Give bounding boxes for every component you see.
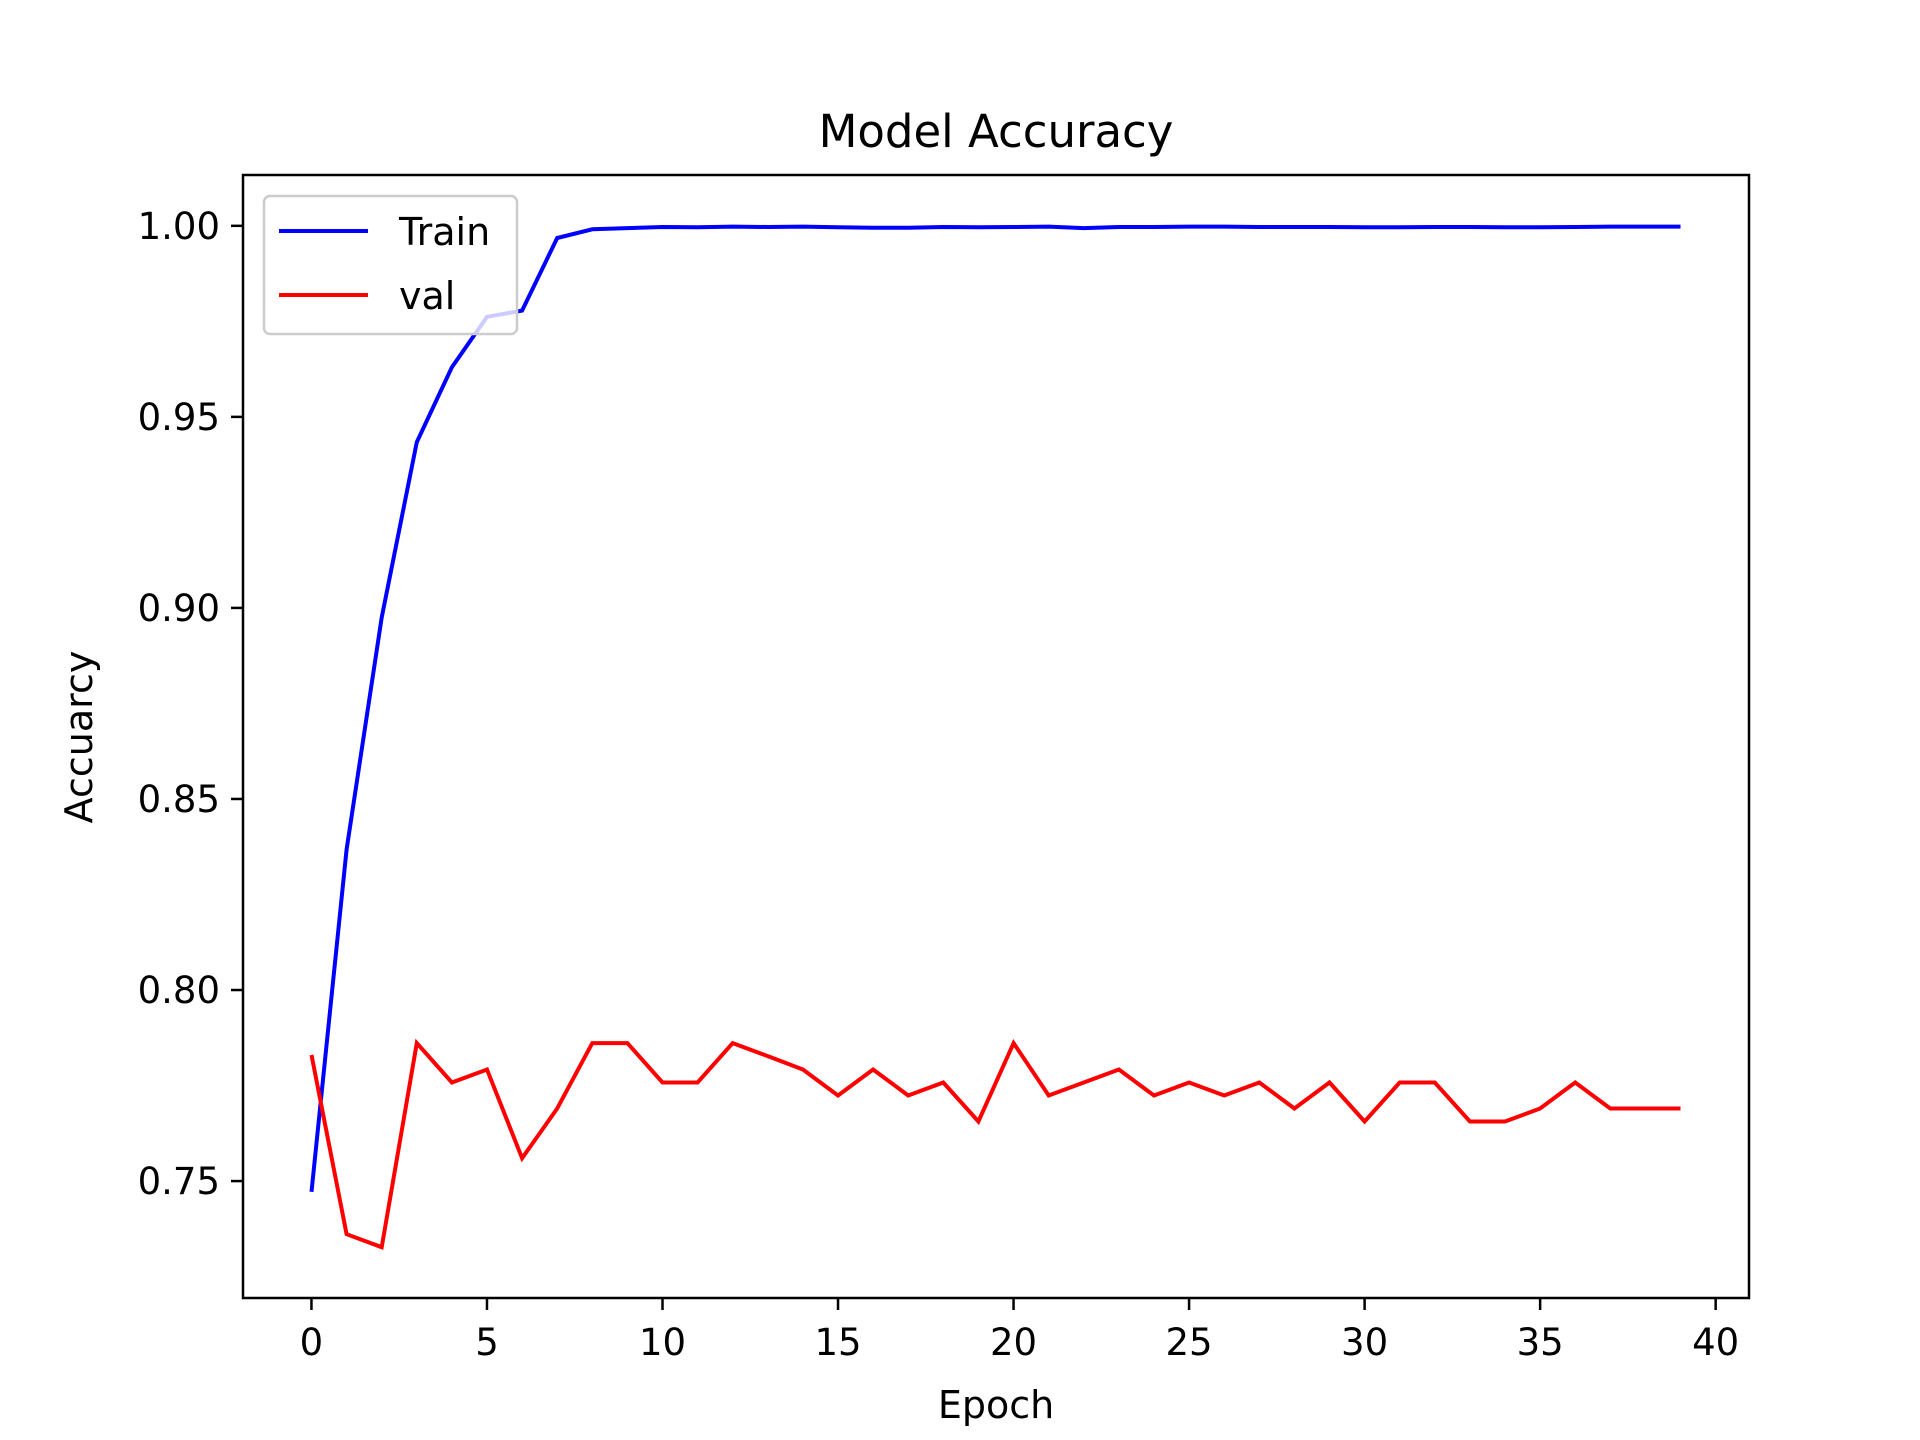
x-tick-label: 0 <box>300 1321 324 1364</box>
plot-frame <box>241 173 1751 1300</box>
plot-layer <box>309 224 1681 1250</box>
x-tick-label: 5 <box>475 1321 499 1364</box>
legend-label-train: Train <box>398 210 490 254</box>
legend: Train val <box>262 194 519 336</box>
x-tick-label: 15 <box>814 1321 861 1364</box>
y-tick-label: 0.85 <box>138 778 220 821</box>
y-tick-label: 0.90 <box>138 587 220 630</box>
ticks-layer: 0 5 10 15 20 25 30 35 40 0.75 0.80 0.85 0.90 0.95 1.00 <box>138 205 1740 1364</box>
x-axis-label: Epoch <box>938 1383 1054 1427</box>
x-tick-label: 40 <box>1692 1321 1739 1364</box>
x-tick-label: 10 <box>639 1321 686 1364</box>
y-tick-label: 0.95 <box>138 396 220 439</box>
x-tick-label: 20 <box>990 1321 1037 1364</box>
series-line-train <box>309 224 1681 1193</box>
y-tick-label: 1.00 <box>138 205 220 248</box>
y-tick-label: 0.75 <box>138 1160 220 1203</box>
y-axis-label: Accuarcy <box>57 651 101 824</box>
x-tick-label: 35 <box>1517 1321 1564 1364</box>
y-tick-label: 0.80 <box>138 969 220 1012</box>
x-tick-label: 25 <box>1166 1321 1213 1364</box>
x-tick-label: 30 <box>1341 1321 1388 1364</box>
chart-title: Model Accuracy <box>819 105 1174 158</box>
legend-label-val: val <box>399 274 455 318</box>
series-line-val <box>309 1038 1681 1250</box>
